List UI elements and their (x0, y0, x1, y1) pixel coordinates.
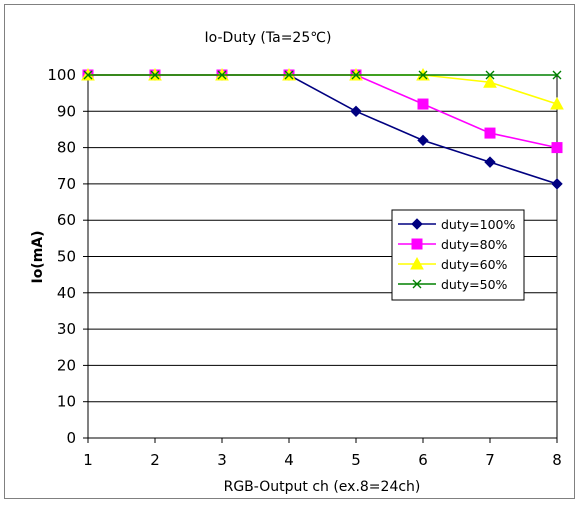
chart-title: Io-Duty (Ta=25℃) (205, 30, 332, 46)
data-point (217, 70, 227, 80)
legend-marker (411, 218, 423, 230)
legend-label: duty=80% (441, 237, 508, 252)
x-tick-label: 4 (284, 451, 294, 469)
y-tick-label: 10 (57, 393, 76, 411)
x-tick-label: 1 (83, 451, 93, 469)
legend-item: duty=60% (398, 256, 508, 272)
legend-item: duty=50% (398, 277, 508, 292)
y-tick-label: 30 (57, 320, 76, 338)
legend-marker (412, 279, 422, 289)
data-point (485, 70, 495, 80)
y-tick-labels: 0 10 20 30 40 50 60 70 80 90 100 (47, 66, 76, 447)
series-group (81, 67, 564, 190)
y-tick-label: 50 (57, 248, 76, 266)
y-tick-label: 40 (57, 284, 76, 302)
data-point (284, 70, 294, 80)
y-axis-label: Io(mA) (30, 230, 46, 283)
data-point (484, 156, 496, 168)
y-tick-label: 0 (66, 429, 76, 447)
legend: duty=100% duty=80% duty=60% duty=50% (391, 209, 525, 301)
series-duty=50% (83, 70, 562, 80)
legend-label: duty=60% (441, 257, 508, 272)
y-tick-label: 90 (57, 102, 76, 120)
y-tick-label: 80 (57, 139, 76, 157)
legend-item: duty=80% (398, 237, 508, 252)
x-tick-label: 7 (485, 451, 495, 469)
y-tick-label: 60 (57, 211, 76, 229)
x-tick-label: 8 (552, 451, 562, 469)
data-point (83, 70, 93, 80)
legend-label: duty=50% (441, 277, 508, 292)
legend-item: duty=100% (398, 217, 515, 232)
legend-marker (410, 256, 424, 270)
x-tick-label: 6 (418, 451, 428, 469)
data-point (418, 70, 428, 80)
x-tick-labels: 1 2 3 4 5 6 7 8 (83, 438, 562, 469)
data-point (551, 142, 563, 154)
data-point (417, 98, 429, 110)
legend-label: duty=100% (441, 217, 515, 232)
data-point (150, 70, 160, 80)
x-tick-label: 2 (150, 451, 160, 469)
y-tick-label: 70 (57, 175, 76, 193)
data-point (551, 178, 563, 190)
data-point (350, 105, 362, 118)
data-point (417, 134, 429, 147)
data-point (550, 96, 564, 110)
x-tick-label: 5 (351, 451, 361, 469)
y-tick-label: 20 (57, 356, 76, 374)
y-tick-label: 100 (47, 66, 76, 84)
x-axis-label: RGB-Output ch (ex.8=24ch) (224, 479, 421, 495)
x-tick-label: 3 (217, 451, 227, 469)
legend-marker (411, 238, 423, 250)
data-point (552, 70, 562, 80)
data-point (351, 70, 361, 80)
data-point (484, 127, 496, 139)
data-point (483, 75, 497, 88)
